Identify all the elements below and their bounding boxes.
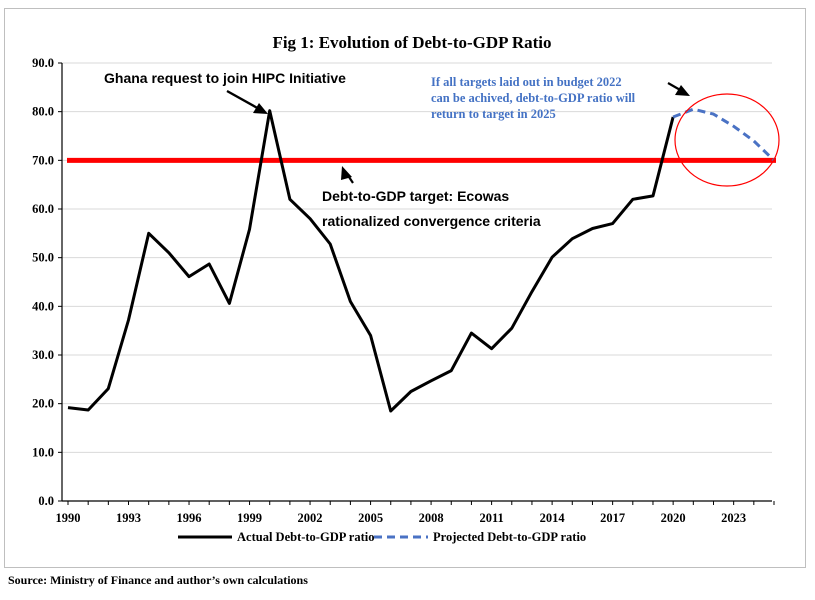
y-tick-label: 70.0 [32,153,54,167]
legend-projected-label: Projected Debt-to-GDP ratio [433,530,586,544]
y-tick-label: 30.0 [32,348,54,362]
annotation-projection-arrow [667,82,690,96]
chart-title: Fig 1: Evolution of Debt-to-GDP Ratio [272,33,551,52]
x-tick-label: 2023 [721,511,746,525]
annotation-target-line1: Debt-to-GDP target: Ecowas [322,188,509,204]
y-tick-label: 0.0 [38,494,54,508]
series-group [67,107,776,413]
annotation-projection-line2: can be achived, debt-to-GDP ratio will [431,91,636,105]
annotation-target-line2: rationalized convergence criteria [322,213,541,229]
actual-series-line [67,109,675,413]
y-tick-label: 50.0 [32,251,54,265]
projection-circle [674,93,780,187]
x-tick-label: 2017 [600,511,625,525]
y-tick-label: 60.0 [32,202,54,216]
projected-series-line [672,107,776,162]
x-tick-label: 1990 [56,511,81,525]
x-tick-label: 1996 [177,511,202,525]
x-tick-label: 2011 [479,511,503,525]
x-tick-label: 1993 [116,511,141,525]
y-tick-label: 40.0 [32,299,54,313]
source-note: Source: Ministry of Finance and author’s… [8,573,308,587]
x-tick-label: 1999 [237,511,262,525]
x-tick-label: 2002 [298,511,323,525]
legend: Actual Debt-to-GDP ratio Projected Debt-… [178,530,586,544]
x-tick-label: 2005 [358,511,383,525]
y-tick-label: 20.0 [32,397,54,411]
annotation-target-arrow [341,166,354,184]
x-tick-label: 2014 [540,511,566,525]
y-tick-label: 10.0 [32,445,54,459]
gridlines [62,62,772,453]
x-tick-label: 2020 [661,511,686,525]
annotation-hipc-arrow [226,89,268,114]
y-tick-label: 90.0 [32,56,54,70]
annotation-hipc: Ghana request to join HIPC Initiative [104,70,346,86]
y-tick-label: 80.0 [32,105,54,119]
x-tick-label: 2008 [419,511,444,525]
x-axis-ticks: 1990 1993 1996 1999 2002 2005 2008 2011 2014 2017… [56,501,775,525]
annotation-projection-line3: return to target in 2025 [431,107,556,121]
annotation-projection-line1: If all targets laid out in budget 2022 [431,75,622,89]
y-axis-ticks: 0.0 10.0 20.0 30.0 40.0 50.0 60.0 70.0 80.0 90.0 [32,56,62,508]
chart-frame [4,8,806,568]
legend-actual-label: Actual Debt-to-GDP ratio [237,530,374,544]
axes [61,63,772,502]
